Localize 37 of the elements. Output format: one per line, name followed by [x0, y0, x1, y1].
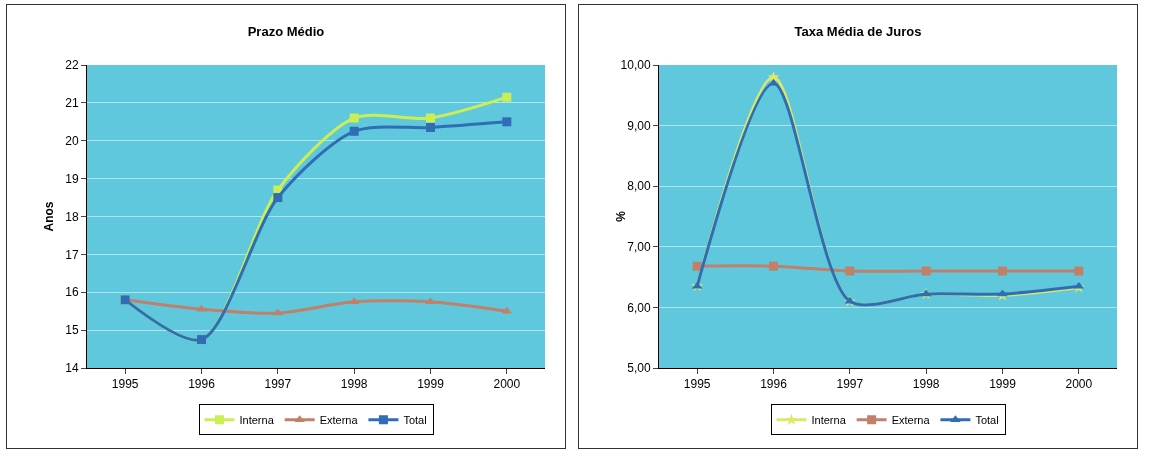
- y-tick-label: 9,00: [627, 118, 651, 133]
- x-tick-label: 1995: [683, 377, 711, 392]
- legend-label: Interna: [239, 414, 275, 427]
- x-tick-label: 1999: [989, 377, 1017, 392]
- x-tick-label: 1997: [836, 377, 864, 392]
- legend-label: Externa: [319, 414, 359, 427]
- x-tick-label: 2000: [493, 377, 521, 392]
- y-tick-label: 6,00: [627, 300, 651, 315]
- chart-title: Prazo Médio: [247, 24, 325, 40]
- y-tick-label: 15: [65, 323, 79, 338]
- x-tick-label: 1999: [417, 377, 445, 392]
- legend-label: Externa: [891, 414, 931, 427]
- y-tick-label: 14: [65, 361, 79, 376]
- x-tick-label: 1995: [111, 377, 139, 392]
- y-tick-label: 8,00: [627, 179, 651, 194]
- y-axis-title: %: [614, 210, 628, 222]
- x-tick-label: 1996: [760, 377, 788, 392]
- y-tick-label: 18: [65, 209, 79, 224]
- x-tick-label: 1998: [340, 377, 368, 392]
- x-tick-label: 1997: [264, 377, 292, 392]
- y-tick-label: 7,00: [627, 240, 651, 254]
- x-tick-label: 1998: [912, 377, 940, 392]
- y-tick-label: 19: [65, 171, 79, 186]
- y-axis-title: Anos: [42, 201, 56, 232]
- chart-title: Taxa Média de Juros: [794, 24, 922, 40]
- y-tick-label: 20: [65, 133, 79, 148]
- y-tick-label: 17: [65, 247, 79, 262]
- x-tick-label: 1996: [188, 377, 216, 392]
- y-tick-label: 21: [65, 96, 79, 111]
- x-tick-label: 2000: [1065, 377, 1093, 392]
- y-tick-label: 5,00: [627, 361, 651, 376]
- y-tick-label: 10,00: [620, 58, 651, 73]
- legend-label: Total: [975, 414, 999, 427]
- y-tick-label: 16: [65, 285, 79, 300]
- y-tick-label: 22: [65, 58, 79, 73]
- legend-label: Total: [403, 414, 427, 427]
- legend-label: Interna: [811, 414, 847, 427]
